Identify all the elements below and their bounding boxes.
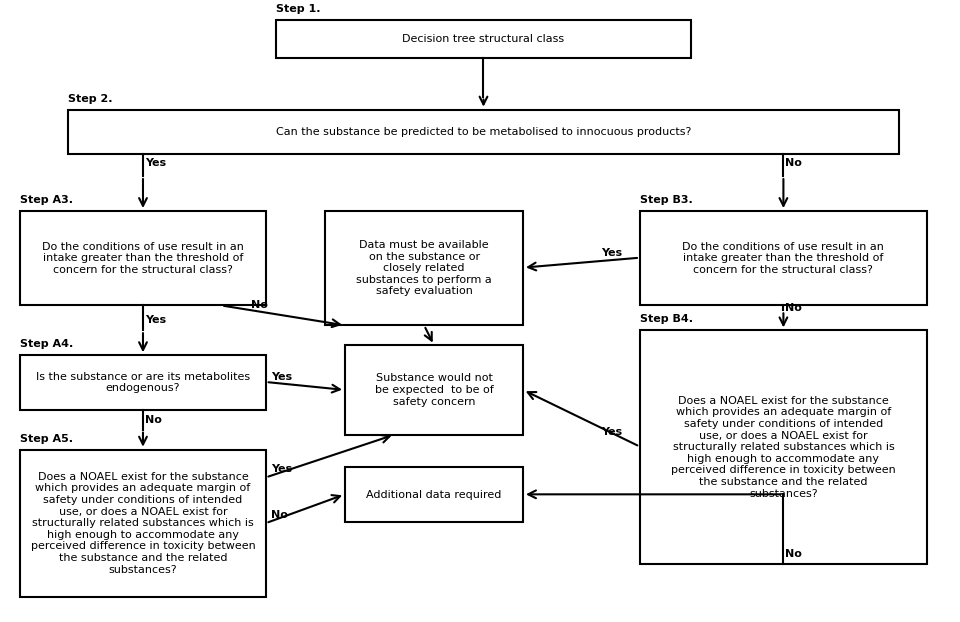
- Text: Substance would not
be expected  to be of
safety concern: Substance would not be expected to be of…: [374, 373, 493, 407]
- Text: Step 2.: Step 2.: [68, 93, 112, 104]
- Text: Step A5.: Step A5.: [20, 434, 73, 443]
- Bar: [276, 20, 691, 58]
- Text: Step 1.: Step 1.: [276, 4, 320, 14]
- Text: Do the conditions of use result in an
intake greater than the threshold of
conce: Do the conditions of use result in an in…: [683, 241, 884, 275]
- Text: Yes: Yes: [145, 158, 166, 168]
- Bar: [68, 109, 900, 154]
- Text: Yes: Yes: [271, 465, 292, 475]
- Text: Can the substance be predicted to be metabolised to innocuous products?: Can the substance be predicted to be met…: [276, 127, 691, 137]
- Text: No: No: [785, 549, 803, 559]
- Text: No: No: [785, 304, 803, 313]
- Bar: [20, 211, 266, 305]
- Text: Yes: Yes: [145, 315, 166, 325]
- Bar: [325, 211, 523, 325]
- Text: Step B3.: Step B3.: [640, 195, 692, 205]
- Bar: [640, 330, 927, 564]
- Text: No: No: [251, 300, 268, 310]
- Bar: [345, 468, 523, 522]
- Text: Step B4.: Step B4.: [640, 314, 693, 324]
- Bar: [20, 355, 266, 410]
- Text: Does a NOAEL exist for the substance
which provides an adequate margin of
safety: Does a NOAEL exist for the substance whi…: [671, 396, 896, 498]
- Text: No: No: [145, 415, 162, 425]
- Text: No: No: [785, 158, 803, 168]
- Text: Data must be available
on the substance or
closely related
substances to perform: Data must be available on the substance …: [356, 240, 492, 296]
- Text: Yes: Yes: [601, 427, 622, 437]
- Bar: [20, 450, 266, 596]
- Text: Yes: Yes: [271, 372, 292, 382]
- Text: Do the conditions of use result in an
intake greater than the threshold of
conce: Do the conditions of use result in an in…: [42, 241, 244, 275]
- Text: Step A3.: Step A3.: [20, 195, 73, 205]
- Text: No: No: [271, 510, 288, 520]
- Text: Additional data required: Additional data required: [367, 490, 502, 500]
- Text: Step A4.: Step A4.: [20, 339, 74, 349]
- Bar: [640, 211, 927, 305]
- Text: Decision tree structural class: Decision tree structural class: [402, 34, 564, 44]
- Bar: [345, 345, 523, 435]
- Text: Yes: Yes: [601, 248, 622, 258]
- Text: Does a NOAEL exist for the substance
which provides an adequate margin of
safety: Does a NOAEL exist for the substance whi…: [31, 471, 255, 575]
- Text: Is the substance or are its metabolites
endogenous?: Is the substance or are its metabolites …: [36, 372, 250, 393]
